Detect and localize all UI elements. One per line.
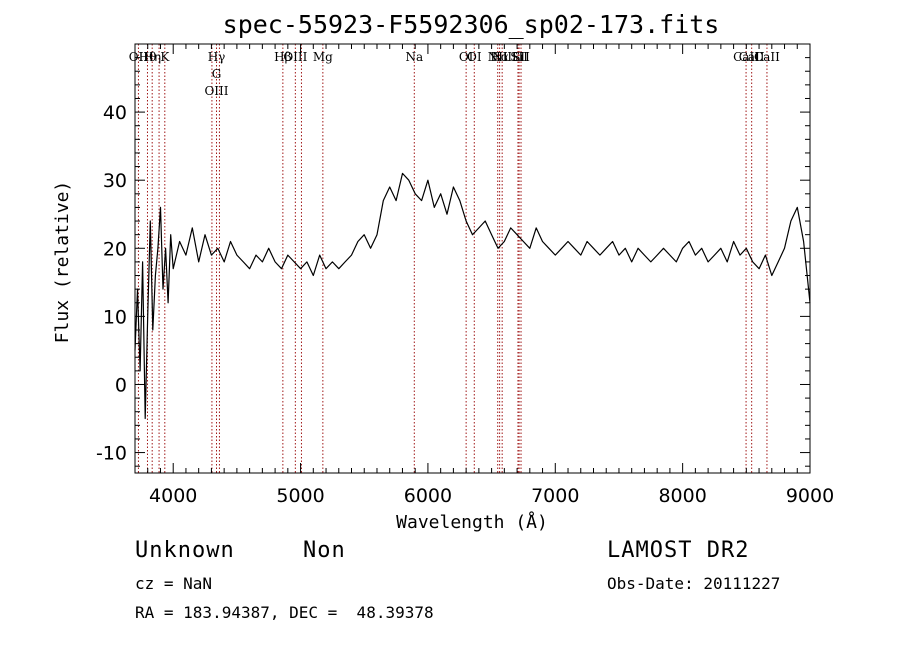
feature-label: K — [160, 50, 170, 64]
x-tick-label: 8000 — [658, 485, 706, 507]
x-tick-label: 6000 — [404, 485, 452, 507]
feature-label: Hθ — [139, 50, 157, 64]
feature-label: OIII — [283, 50, 307, 64]
y-tick-label: 0 — [115, 374, 127, 396]
observation-date: Obs-Date: 20111227 — [607, 574, 781, 593]
feature-label: Hα — [490, 50, 509, 64]
feature-label: SII — [510, 50, 528, 64]
feature-label: Hη — [143, 50, 161, 64]
feature-label: OII — [129, 50, 149, 64]
feature-label: CaII — [733, 50, 759, 64]
survey-name: LAMOST DR2 — [607, 538, 750, 563]
coordinates: RA = 183.94387, DEC = 48.39378 — [135, 603, 434, 622]
feature-label: OI — [459, 50, 474, 64]
x-axis: 4000 5000 6000 7000 8000 9000 — [134, 44, 834, 507]
spectrum-line — [134, 172, 811, 420]
y-tick-label: -10 — [96, 443, 127, 465]
y-tick-label: 30 — [103, 170, 127, 192]
chart-title: spec-55923-F5592306_sp02-173.fits — [223, 10, 720, 39]
feature-label: NII — [488, 50, 508, 64]
feature-label: Li — [512, 50, 524, 64]
redshift-cz: cz = NaN — [135, 574, 213, 593]
x-tick-label: 7000 — [531, 485, 579, 507]
y-axis-label: Flux (relative) — [52, 181, 73, 344]
y-axis: -10 0 10 20 30 40 — [96, 57, 810, 467]
y-tick-label: 40 — [103, 102, 127, 124]
plot-frame — [134, 43, 811, 474]
feature-label: Hβ — [274, 50, 291, 64]
feature-label: Hγ — [208, 50, 226, 64]
feature-label: OI — [467, 50, 482, 64]
feature-label: G — [212, 67, 222, 81]
feature-label: OIII — [204, 84, 228, 98]
x-tick-label: 5000 — [276, 485, 324, 507]
feature-label: CaII — [754, 50, 780, 64]
feature-label: CaII — [739, 50, 765, 64]
x-axis-label: Wavelength (Å) — [396, 511, 548, 533]
feature-label: Na — [405, 50, 423, 64]
x-tick-label: 9000 — [786, 485, 834, 507]
feature-label: Mg — [313, 50, 333, 64]
object-subclass: Non — [303, 538, 346, 563]
object-class: Unknown — [135, 538, 235, 563]
feature-label: NII — [492, 50, 512, 64]
x-tick-label: 4000 — [149, 485, 197, 507]
y-tick-label: 10 — [103, 306, 127, 328]
spectral-feature-lines — [137, 44, 768, 473]
y-tick-label: 20 — [103, 238, 127, 260]
feature-label: SII — [512, 50, 530, 64]
